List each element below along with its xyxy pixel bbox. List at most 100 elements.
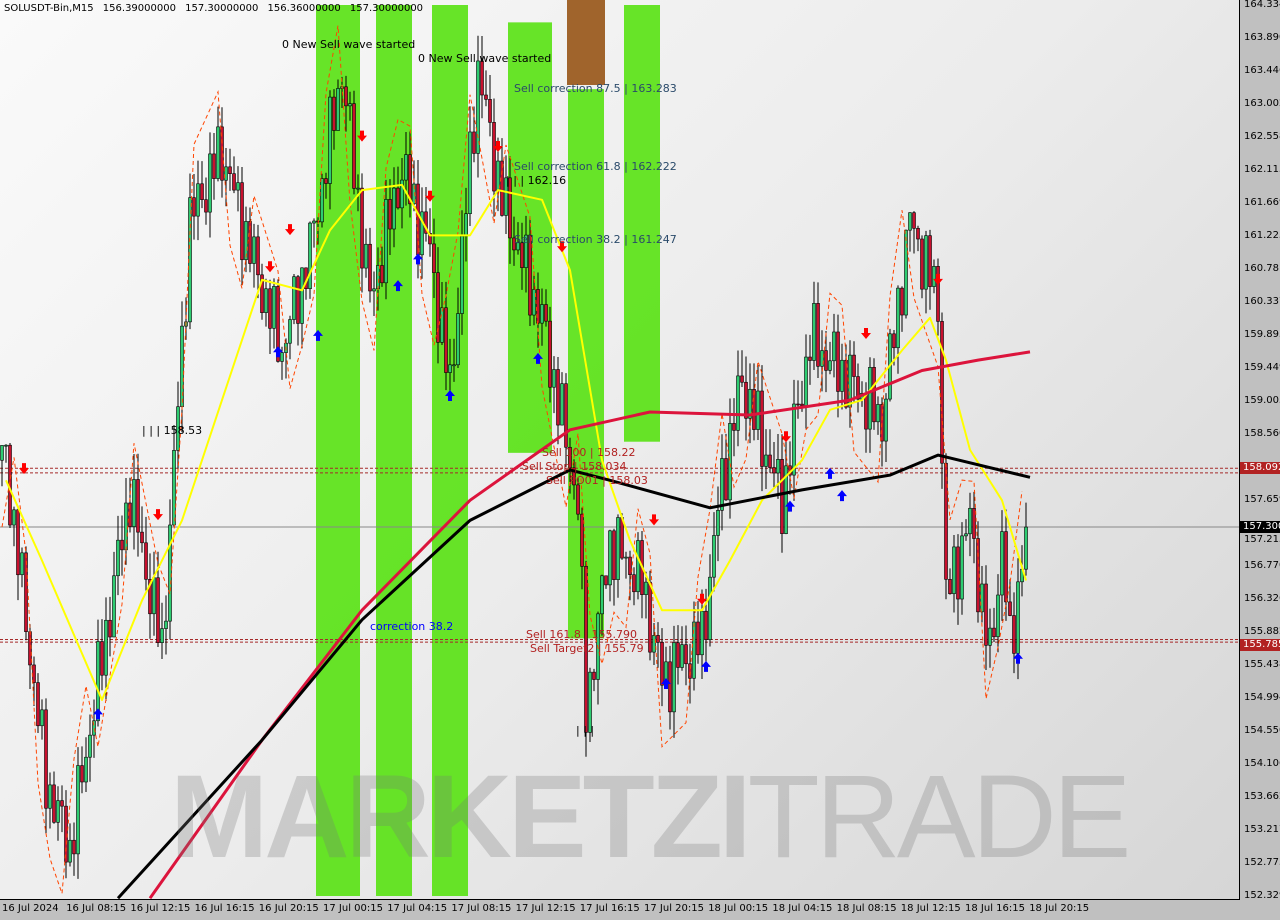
candle-body xyxy=(0,445,4,461)
candle-body xyxy=(24,552,28,632)
candle-body xyxy=(116,539,120,577)
candle-body xyxy=(684,644,688,665)
candle-body xyxy=(916,228,920,240)
candle-body xyxy=(832,331,836,362)
candle-body xyxy=(780,459,784,534)
buy-arrow-icon xyxy=(393,280,403,292)
candle-body xyxy=(328,96,332,184)
moving-average-black xyxy=(116,453,1031,899)
candle-body xyxy=(568,446,572,469)
candle-body xyxy=(876,404,880,423)
chart-annotation: | | | 162.16 xyxy=(506,174,567,188)
candle-body xyxy=(796,403,800,406)
candle-body xyxy=(572,467,576,486)
candle-body xyxy=(400,179,404,209)
candle-body xyxy=(264,288,268,313)
candle-body xyxy=(472,131,476,154)
y-tick-label: 154.550 xyxy=(1244,725,1280,737)
candle-body xyxy=(372,288,376,292)
candle-body xyxy=(476,60,480,154)
candle-body xyxy=(644,581,648,595)
y-tick-label: 153.217 xyxy=(1244,824,1280,836)
candle-body xyxy=(656,635,660,643)
candle-body xyxy=(256,236,260,276)
candle-body xyxy=(980,583,984,613)
y-tick-label: 160.781 xyxy=(1244,262,1280,274)
y-tick-label: 163.890 xyxy=(1244,31,1280,43)
candle-body xyxy=(92,720,96,736)
x-tick-label: 18 Jul 00:15 xyxy=(708,903,769,914)
candle-body xyxy=(580,513,584,567)
candle-body xyxy=(904,229,908,316)
candle-body xyxy=(40,709,44,727)
price-level-tag: 155.785 xyxy=(1240,639,1280,652)
candle-body xyxy=(260,274,264,313)
candle-body xyxy=(320,178,324,223)
buy-arrow-icon xyxy=(413,253,423,265)
candle-body xyxy=(564,383,568,448)
candle-body xyxy=(232,173,236,191)
candle-body xyxy=(364,243,368,269)
signal-zone-brown xyxy=(567,0,605,85)
candle-body xyxy=(444,307,448,373)
sell-arrow-icon xyxy=(285,224,295,236)
x-tick-label: 18 Jul 08:15 xyxy=(836,903,897,914)
candle-body xyxy=(212,153,216,179)
candle-body xyxy=(508,177,512,239)
candle-body xyxy=(36,682,40,727)
candle-body xyxy=(756,390,760,430)
candle-body xyxy=(388,199,392,230)
candle-body xyxy=(148,578,152,615)
chart-annotation: 0 New Sell wave started xyxy=(418,52,552,66)
candle-body xyxy=(100,641,104,676)
candle-body xyxy=(152,577,156,615)
candle-body xyxy=(1024,526,1028,570)
candle-body xyxy=(692,621,696,679)
sell-arrow-icon xyxy=(557,241,567,253)
chart-annotation: Sell correction 61.8 | 162.222 xyxy=(514,160,677,174)
candle-body xyxy=(380,265,384,284)
candle-body xyxy=(456,313,460,366)
y-tick-label: 163.446 xyxy=(1244,64,1280,76)
candle-body xyxy=(4,444,8,447)
candle-body xyxy=(140,531,144,544)
candle-body xyxy=(488,99,492,123)
candle-body xyxy=(48,784,52,809)
candle-body xyxy=(776,459,780,474)
candle-body xyxy=(676,642,680,668)
candle-body xyxy=(752,388,756,430)
x-tick-label: 17 Jul 08:15 xyxy=(451,903,512,914)
candle-body xyxy=(576,484,580,515)
candle-body xyxy=(432,243,436,273)
candle-body xyxy=(544,304,548,322)
candle-body xyxy=(376,265,380,290)
candle-body xyxy=(200,183,204,200)
candle-body xyxy=(44,709,48,809)
candle-body xyxy=(952,546,956,595)
sell-arrow-icon xyxy=(19,463,29,475)
candle-body xyxy=(88,734,92,758)
candle-body xyxy=(1000,531,1004,596)
sell-arrow-icon xyxy=(861,328,871,340)
candle-body xyxy=(84,756,88,783)
candle-body xyxy=(932,266,936,287)
candle-body xyxy=(468,131,472,215)
x-tick-label: 17 Jul 20:15 xyxy=(644,903,704,914)
chart-plot-area[interactable]: MARKETZITRADE SOLUSDT-Bin,M15 156.390000… xyxy=(0,0,1240,900)
x-tick-label: 16 Jul 12:15 xyxy=(130,903,191,914)
candle-body xyxy=(80,765,84,783)
y-tick-label: 162.558 xyxy=(1244,130,1280,142)
candle-body xyxy=(136,479,140,533)
y-tick-label: 159.893 xyxy=(1244,328,1280,340)
candle-body xyxy=(104,619,108,676)
chart-annotation: Sell Stop | 158.034 xyxy=(522,459,627,473)
candle-body xyxy=(448,364,452,373)
candle-body xyxy=(708,576,712,640)
candle-body xyxy=(512,237,516,251)
ohlc-close: 157.30000000 xyxy=(349,3,424,14)
ohlc-open: 156.39000000 xyxy=(102,3,176,14)
candle-body xyxy=(808,356,812,361)
y-tick-label: 156.326 xyxy=(1244,593,1280,605)
candle-body xyxy=(208,153,212,213)
candle-body xyxy=(984,583,988,646)
